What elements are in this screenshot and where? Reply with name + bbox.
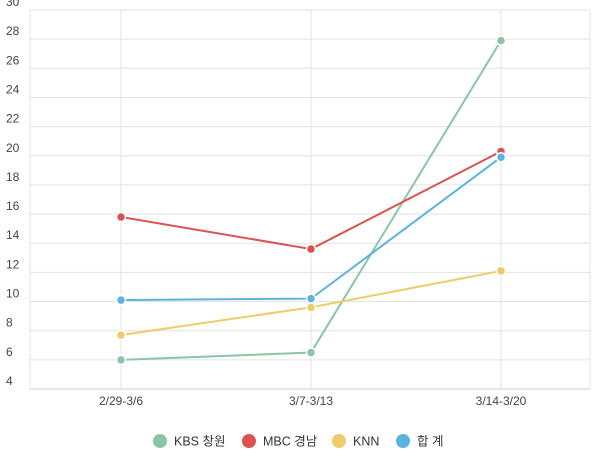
- data-point[interactable]: [495, 151, 507, 163]
- data-point[interactable]: [115, 354, 127, 366]
- x-tick-label: 3/14-3/20: [476, 394, 527, 408]
- data-point[interactable]: [495, 265, 507, 277]
- x-tick-label: 3/7-3/13: [289, 394, 333, 408]
- y-tick-label: 28: [6, 24, 20, 38]
- data-point[interactable]: [115, 329, 127, 341]
- legend-label: KBS 창원: [174, 435, 226, 449]
- data-point[interactable]: [115, 211, 127, 223]
- legend-marker: [396, 434, 410, 448]
- y-tick-label: 20: [6, 141, 20, 155]
- data-point[interactable]: [495, 35, 507, 46]
- legend-item-1[interactable]: MBC 경남: [242, 434, 318, 449]
- y-tick-label: 22: [6, 112, 20, 126]
- y-axis-ticks: 4 6 8 10 12 14 16 18 20 22 24 26 28 30: [6, 0, 20, 388]
- data-point[interactable]: [305, 243, 317, 255]
- x-axis-ticks: 2/29-3/6 3/7-3/13 3/14-3/20: [99, 394, 527, 408]
- legend-label: MBC 경남: [263, 435, 318, 449]
- y-tick-label: 18: [6, 170, 20, 184]
- y-tick-label: 6: [6, 345, 13, 359]
- data-point[interactable]: [305, 347, 317, 358]
- y-tick-label: 8: [6, 316, 13, 330]
- legend: KBS 창원 MBC 경남 KNN 합 계: [153, 434, 443, 449]
- legend-label: KNN: [353, 435, 379, 449]
- grid-layer: [29, 9, 591, 390]
- series-layer: [115, 35, 507, 366]
- y-tick-label: 16: [6, 199, 20, 213]
- legend-item-0[interactable]: KBS 창원: [153, 434, 226, 449]
- y-tick-label: 4: [6, 374, 13, 388]
- legend-marker: [242, 434, 256, 448]
- y-tick-label: 12: [6, 257, 20, 271]
- data-point[interactable]: [305, 302, 317, 313]
- y-tick-label: 30: [6, 0, 20, 9]
- x-tick-label: 2/29-3/6: [99, 394, 143, 408]
- legend-marker: [332, 434, 346, 448]
- legend-label: 합 계: [417, 435, 443, 449]
- data-point[interactable]: [305, 293, 317, 304]
- y-tick-label: 10: [6, 287, 20, 301]
- data-point[interactable]: [115, 294, 127, 306]
- y-tick-label: 14: [6, 228, 20, 242]
- legend-item-2[interactable]: KNN: [332, 434, 379, 449]
- y-tick-label: 26: [6, 53, 20, 67]
- legend-item-3[interactable]: 합 계: [396, 434, 443, 449]
- legend-marker: [153, 434, 167, 448]
- y-tick-label: 24: [6, 82, 20, 96]
